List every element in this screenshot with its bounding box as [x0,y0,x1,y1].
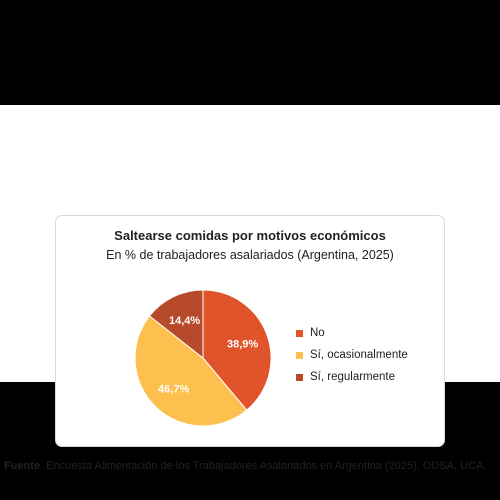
legend-item-2: Sí, ocasionalmente [296,344,408,366]
chart-container: Saltearse comidas por motivos económicos… [55,215,445,447]
legend-swatch [296,351,303,359]
legend-swatch [296,329,303,337]
legend-label: No [310,327,325,339]
content-area: Saltearse comidas por motivos económicos… [0,105,500,472]
pie-slice-3 [148,289,204,360]
pie-chart: 38,9% 46,7% 14,4% [134,289,272,427]
chart-title: Saltearse comidas por motivos económicos [114,228,386,243]
source-note: Fuente. Encuesta Alimentación de los Tra… [4,460,486,472]
source-text: . Encuesta Alimentación de los Trabajado… [40,460,487,472]
chart-subtitle: En % de trabajadores asalariados (Argent… [106,248,394,262]
chart-legend: No Sí, ocasionalmente Sí, regularmente [296,322,408,388]
pie-slice-2 [134,315,248,427]
slice-label-3: 14,4% [169,315,200,327]
source-label: Fuente [4,460,41,472]
legend-label: Sí, regularmente [310,371,396,383]
legend-item-3: Sí, regularmente [296,366,408,388]
legend-item-1: No [296,322,408,344]
pie-slice-1 [202,289,272,411]
legend-label: Sí, ocasionalmente [310,349,408,361]
slice-label-2: 46,7% [158,383,189,395]
slice-label-1: 38,9% [227,339,258,351]
legend-swatch [296,373,303,381]
